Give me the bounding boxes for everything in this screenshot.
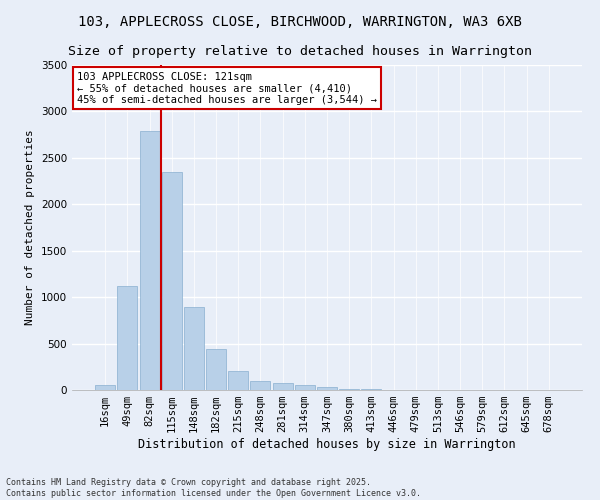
Bar [140, 131, 160, 390]
Bar [250, 380, 271, 390]
Bar [95, 386, 115, 390]
Y-axis label: Number of detached properties: Number of detached properties [25, 130, 35, 326]
Text: 103, APPLECROSS CLOSE, BIRCHWOOD, WARRINGTON, WA3 6XB: 103, APPLECROSS CLOSE, BIRCHWOOD, WARRIN… [78, 15, 522, 29]
Bar [339, 388, 359, 390]
X-axis label: Distribution of detached houses by size in Warrington: Distribution of detached houses by size … [138, 438, 516, 451]
Bar [295, 386, 315, 390]
Bar [118, 286, 137, 390]
Bar [162, 172, 182, 390]
Text: Size of property relative to detached houses in Warrington: Size of property relative to detached ho… [68, 45, 532, 58]
Bar [184, 308, 204, 390]
Bar [361, 389, 382, 390]
Text: 103 APPLECROSS CLOSE: 121sqm
← 55% of detached houses are smaller (4,410)
45% of: 103 APPLECROSS CLOSE: 121sqm ← 55% of de… [77, 72, 377, 104]
Text: Contains HM Land Registry data © Crown copyright and database right 2025.
Contai: Contains HM Land Registry data © Crown c… [6, 478, 421, 498]
Bar [272, 383, 293, 390]
Bar [317, 387, 337, 390]
Bar [206, 349, 226, 390]
Bar [228, 372, 248, 390]
